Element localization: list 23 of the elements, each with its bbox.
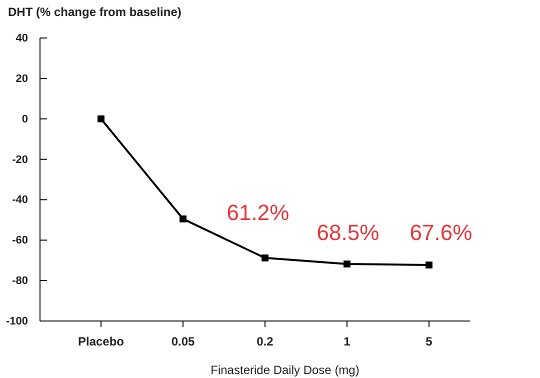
- y-tick-label: 40: [16, 32, 28, 45]
- y-tick-label: -20: [12, 154, 28, 166]
- y-tick-label: 0: [22, 113, 28, 126]
- point: [180, 215, 186, 222]
- point: [344, 260, 350, 268]
- annotation: 68.5%: [316, 220, 380, 245]
- x-axis-title: Finasteride Daily Dose (mg): [210, 363, 360, 377]
- point: [426, 262, 432, 268]
- x-tick-label: 1: [344, 334, 351, 349]
- y-tick-label: -100: [6, 316, 28, 328]
- point: [98, 115, 104, 122]
- annotation: 61.2%: [226, 200, 290, 225]
- y-tick-label: -80: [12, 275, 28, 288]
- point: [262, 254, 268, 262]
- y-tick-label: -60: [12, 234, 28, 247]
- annotation: 67.6%: [410, 220, 472, 245]
- x-tick-label: 5: [426, 334, 433, 349]
- y-tick-label: -40: [12, 194, 28, 206]
- chart-title: DHT (% change from baseline): [8, 5, 182, 19]
- x-tick-label: 0.2: [256, 334, 274, 349]
- x-tick-label: 0.05: [171, 334, 195, 349]
- y-tick-label: 20: [16, 72, 28, 85]
- x-tick-label: Placebo: [78, 334, 124, 349]
